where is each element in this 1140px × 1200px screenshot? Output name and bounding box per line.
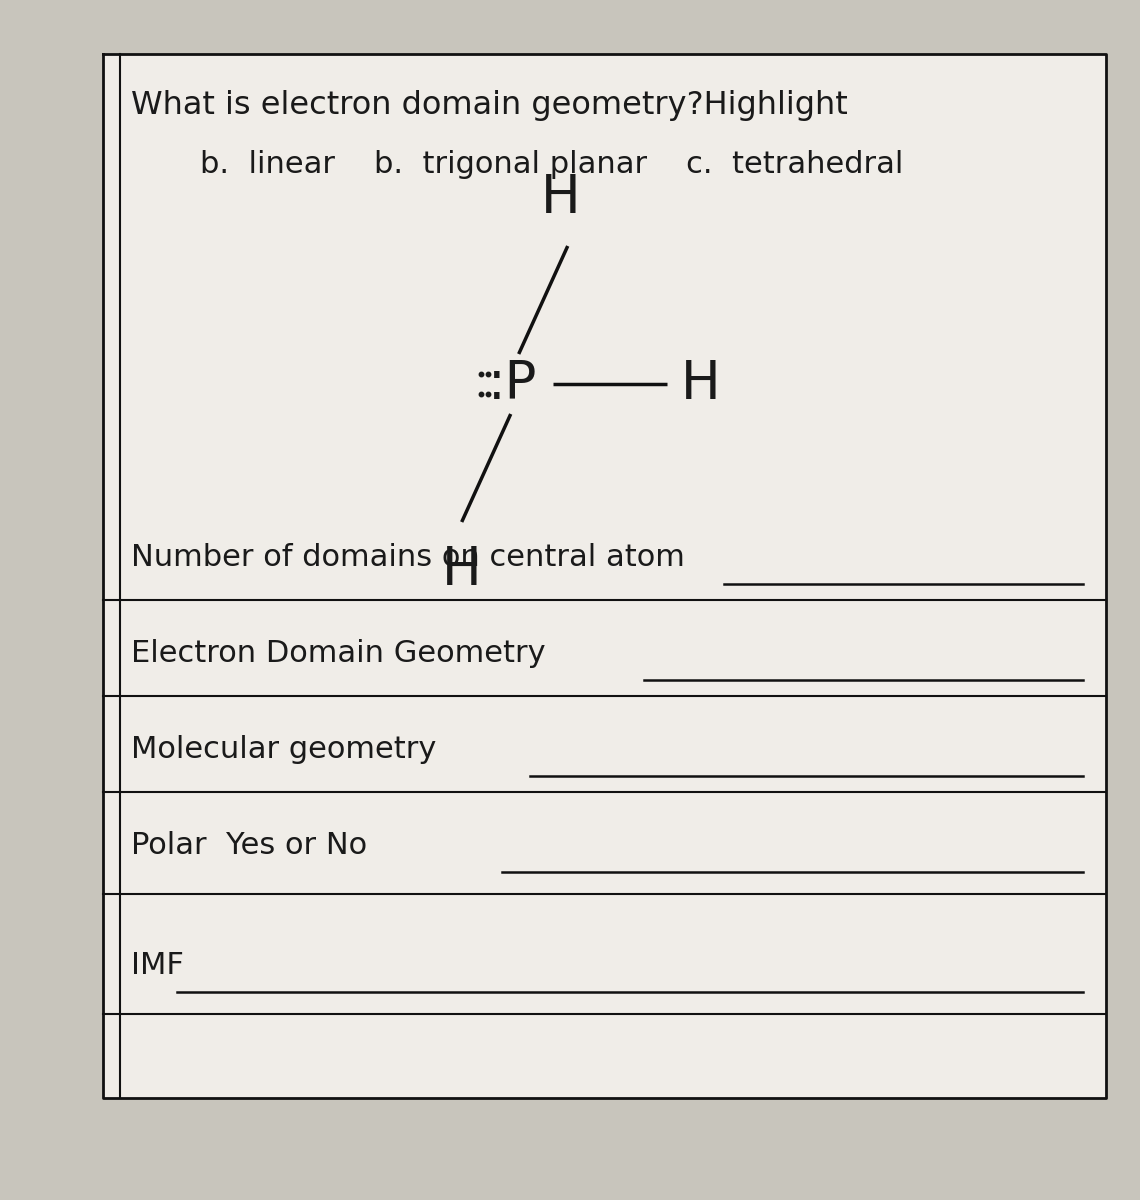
Bar (103, 54, 1106, 1098)
Text: Number of domains on central atom: Number of domains on central atom (131, 544, 685, 572)
Text: H: H (542, 172, 580, 224)
Text: What is electron domain geometry?Highlight: What is electron domain geometry?Highlig… (131, 90, 848, 121)
Text: Molecular geometry: Molecular geometry (131, 736, 437, 764)
Text: Electron Domain Geometry: Electron Domain Geometry (131, 640, 546, 668)
Text: H: H (682, 358, 720, 410)
Text: b.  linear    b.  trigonal planar    c.  tetrahedral: b. linear b. trigonal planar c. tetrahed… (200, 150, 903, 179)
Text: IMF: IMF (131, 952, 184, 980)
Text: H: H (442, 544, 481, 596)
Text: Polar  Yes or No: Polar Yes or No (131, 832, 367, 860)
Text: :P: :P (488, 358, 538, 410)
